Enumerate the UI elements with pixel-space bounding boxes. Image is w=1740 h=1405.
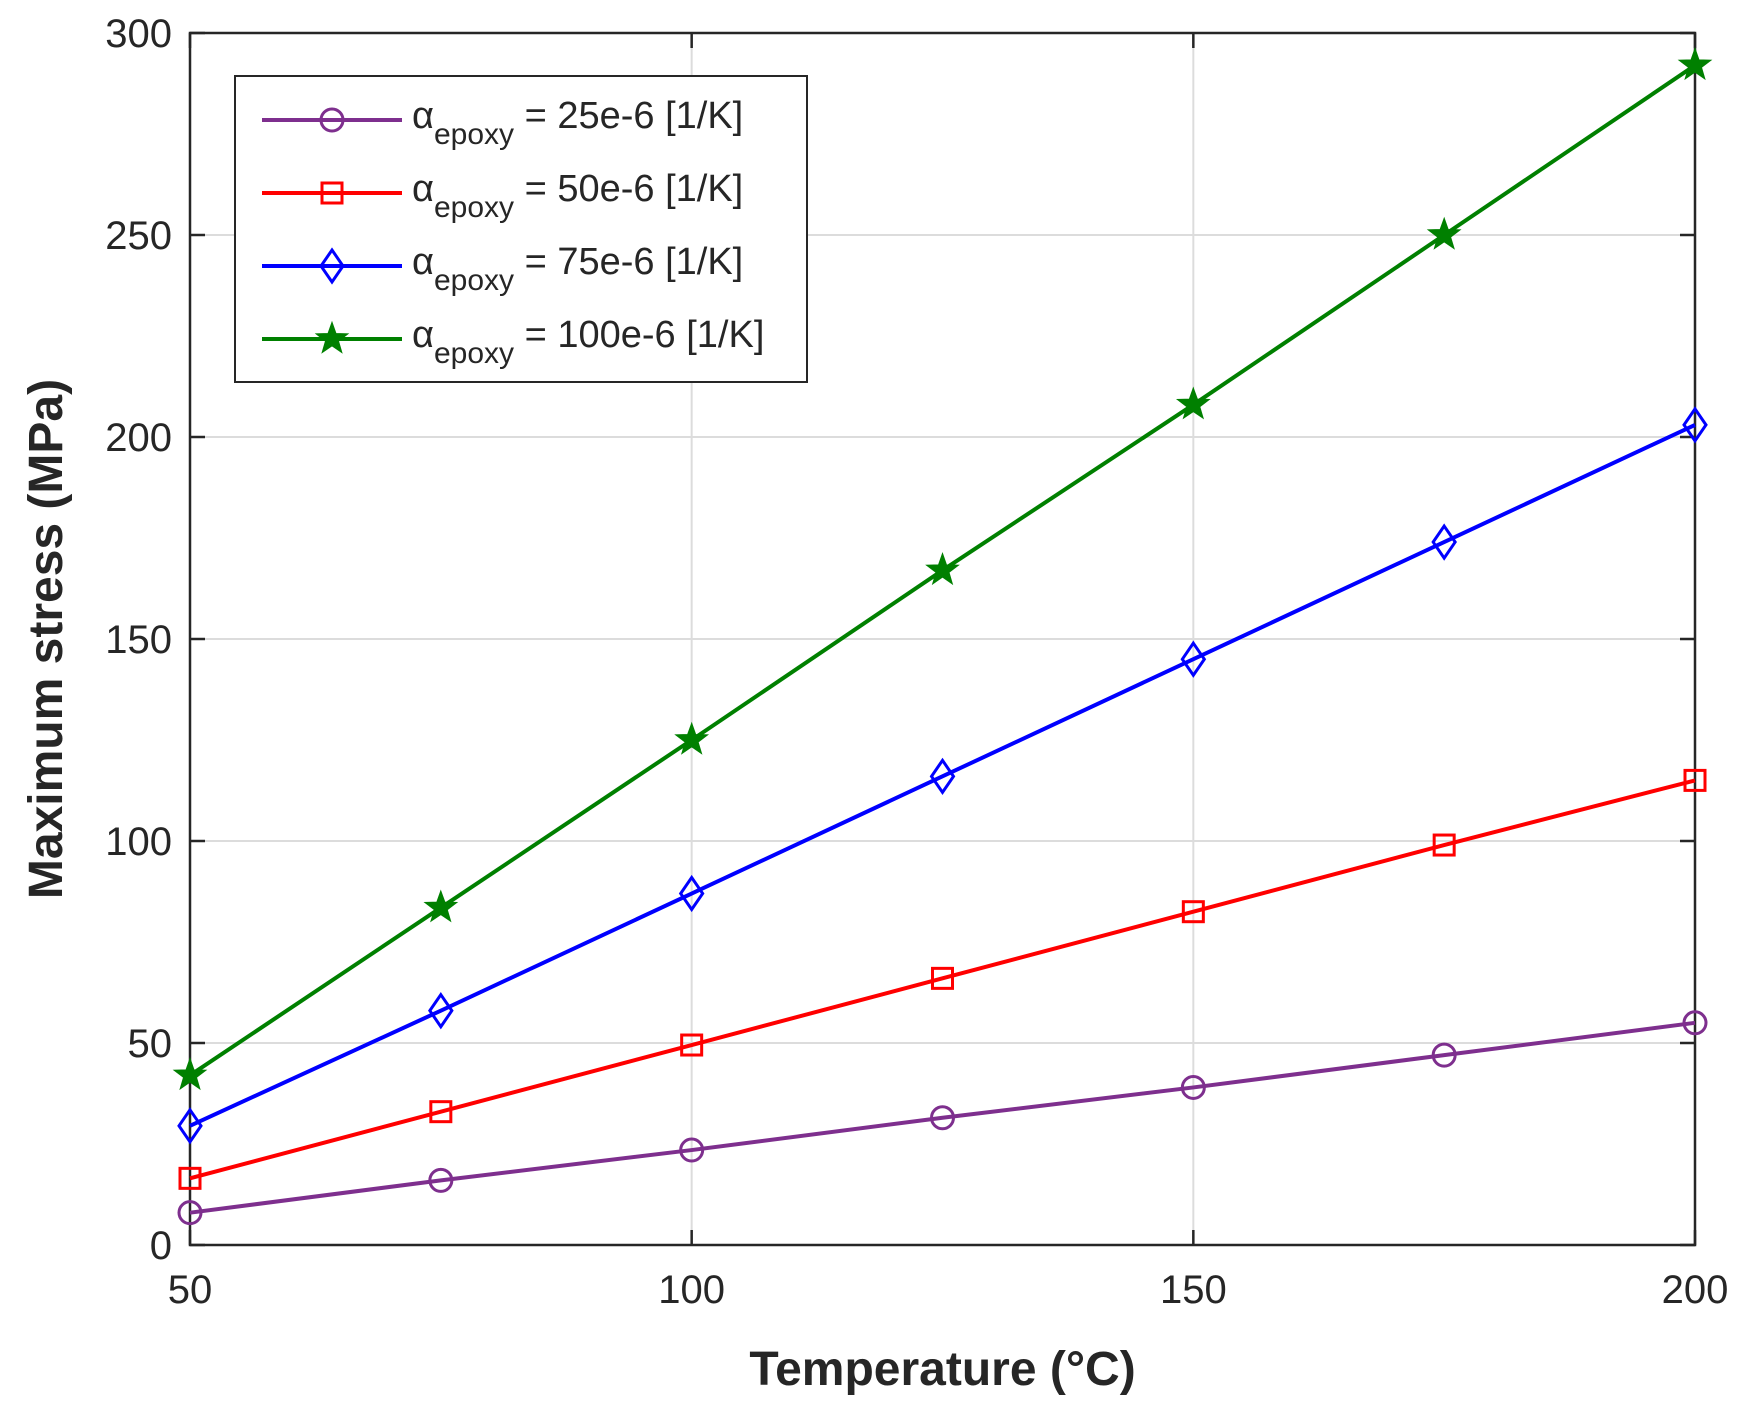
data-point bbox=[674, 721, 710, 755]
data-point bbox=[1432, 833, 1456, 857]
data-point bbox=[929, 757, 956, 796]
y-tick-label: 100 bbox=[105, 820, 172, 864]
y-tick-label: 150 bbox=[105, 618, 172, 662]
legend-suffix: = 50e-6 [1/K] bbox=[514, 168, 743, 210]
legend-subscript: epoxy bbox=[434, 118, 514, 151]
y-axis-title: Maximum stress (MPa) bbox=[20, 379, 73, 899]
legend-item: αepoxy = 25e-6 [1/K] bbox=[262, 95, 743, 151]
legend-marker bbox=[314, 320, 350, 354]
legend-suffix: = 25e-6 [1/K] bbox=[514, 95, 743, 137]
legend-symbol: α bbox=[412, 168, 434, 210]
legend: αepoxy = 25e-6 [1/K]αepoxy = 50e-6 [1/K]… bbox=[234, 75, 808, 383]
data-point bbox=[679, 1137, 705, 1163]
series-group bbox=[172, 47, 1713, 1226]
legend-subscript: epoxy bbox=[434, 191, 514, 224]
data-point bbox=[428, 992, 454, 1030]
legend-symbol: α bbox=[412, 314, 434, 356]
data-point bbox=[1175, 386, 1211, 420]
data-point bbox=[680, 1033, 704, 1057]
series-line bbox=[189, 1020, 1696, 1215]
legend-marker bbox=[320, 181, 344, 205]
y-tick-label: 200 bbox=[105, 416, 172, 460]
legend-label: αepoxy = 75e-6 [1/K] bbox=[412, 241, 743, 297]
y-tick-label: 300 bbox=[105, 12, 172, 56]
data-point bbox=[930, 1105, 955, 1131]
series-2 bbox=[178, 768, 1707, 1190]
series-3 bbox=[177, 406, 1708, 1145]
data-point bbox=[429, 1100, 453, 1124]
y-tick-label: 250 bbox=[105, 214, 172, 258]
data-point bbox=[1682, 406, 1708, 444]
series-line bbox=[189, 778, 1696, 1181]
x-axis-title: Temperature (°C) bbox=[749, 1343, 1135, 1396]
data-point bbox=[172, 1057, 208, 1091]
legend-suffix: = 100e-6 [1/K] bbox=[514, 314, 764, 356]
legend-symbol: α bbox=[412, 95, 434, 137]
series-4 bbox=[172, 47, 1713, 1091]
data-point bbox=[1682, 1010, 1708, 1036]
legend-item: αepoxy = 75e-6 [1/K] bbox=[262, 241, 743, 297]
legend-symbol: α bbox=[412, 241, 434, 283]
data-point bbox=[1180, 1074, 1206, 1100]
x-tick-label: 200 bbox=[1662, 1268, 1729, 1312]
data-point bbox=[1677, 47, 1713, 81]
legend-subscript: epoxy bbox=[434, 264, 514, 297]
data-point bbox=[931, 966, 954, 990]
legend-subscript: epoxy bbox=[434, 337, 514, 370]
data-point bbox=[925, 552, 960, 586]
data-point bbox=[1180, 640, 1207, 678]
legend-label: αepoxy = 100e-6 [1/K] bbox=[412, 314, 764, 370]
y-tick-label: 0 bbox=[150, 1224, 172, 1268]
data-point bbox=[1181, 900, 1205, 924]
x-tick-label: 100 bbox=[658, 1268, 725, 1312]
x-tick-label: 50 bbox=[168, 1268, 213, 1312]
data-point bbox=[423, 889, 459, 923]
data-point bbox=[1426, 216, 1462, 250]
data-point bbox=[178, 1166, 202, 1190]
legend-label: αepoxy = 50e-6 [1/K] bbox=[412, 168, 743, 224]
data-point bbox=[1431, 523, 1457, 561]
data-point bbox=[1431, 1042, 1457, 1068]
data-point bbox=[1683, 768, 1707, 792]
legend-label: αepoxy = 25e-6 [1/K] bbox=[412, 95, 743, 151]
legend-suffix: = 75e-6 [1/K] bbox=[514, 241, 743, 283]
x-tick-label: 150 bbox=[1160, 1268, 1227, 1312]
data-point bbox=[678, 874, 705, 913]
data-point bbox=[177, 1107, 203, 1145]
legend-marker bbox=[319, 107, 345, 133]
y-tick-label: 50 bbox=[128, 1022, 173, 1066]
legend-marker bbox=[319, 247, 345, 285]
legend-item: αepoxy = 50e-6 [1/K] bbox=[262, 168, 743, 224]
data-point bbox=[177, 1200, 203, 1226]
data-point bbox=[428, 1167, 454, 1193]
series-line bbox=[189, 423, 1696, 1128]
series-1 bbox=[177, 1010, 1708, 1226]
legend-item: αepoxy = 100e-6 [1/K] bbox=[262, 314, 764, 370]
